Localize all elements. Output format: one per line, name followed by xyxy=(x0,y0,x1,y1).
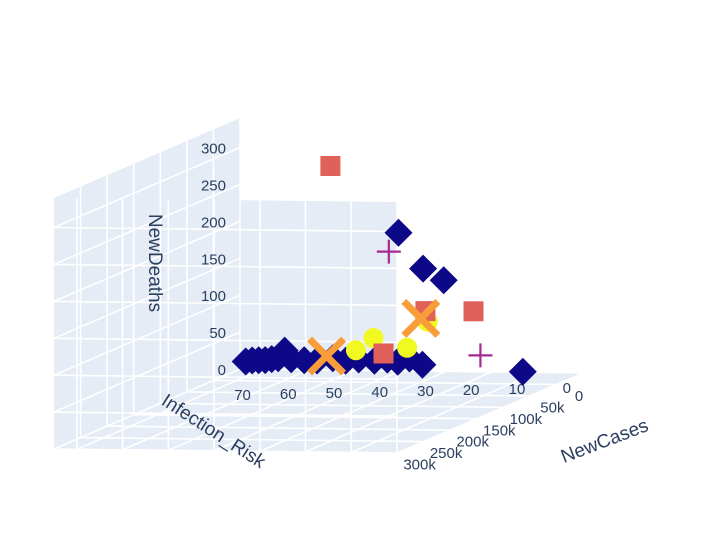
sidewall-gridline-z xyxy=(53,220,241,303)
newdeaths-tick-label: 100 xyxy=(201,288,226,305)
backwall-gridline-z xyxy=(53,411,398,417)
backwall-gridline-z xyxy=(53,263,398,270)
circle-marker[interactable] xyxy=(345,340,366,361)
newcases-tick-label: 250k xyxy=(430,445,463,462)
floor-gridline-y xyxy=(350,371,538,454)
diamond-marker[interactable] xyxy=(429,266,458,295)
newcases-tick-label: 50k xyxy=(540,399,565,416)
newcases-tick-label: 150k xyxy=(483,422,516,439)
newdeaths-tick-label: 50 xyxy=(209,325,226,342)
floor-gridline-x xyxy=(107,425,451,431)
cross-marker[interactable] xyxy=(468,343,493,368)
infection-risk-tick-label: 50 xyxy=(326,385,343,402)
square-marker[interactable] xyxy=(320,156,341,176)
floor-gridline-y xyxy=(76,368,264,451)
newcases-tick-label: 300k xyxy=(403,457,436,474)
backwall-gridline-z xyxy=(53,300,398,307)
circle-marker[interactable] xyxy=(397,337,418,358)
newdeaths-tick-label: 200 xyxy=(201,214,226,231)
scene-grid xyxy=(53,118,584,454)
floor-gridline-y xyxy=(167,369,355,452)
newdeaths-tick-label: 150 xyxy=(201,251,226,268)
newcases-tick-label: 100k xyxy=(510,411,543,428)
infection-risk-tick-label: 0 xyxy=(563,380,571,397)
infection-risk-tick-label: 40 xyxy=(371,384,388,401)
diamond-marker[interactable] xyxy=(231,347,260,376)
backwall-gridline-z xyxy=(53,374,398,380)
newdeaths-tick-label: 300 xyxy=(201,140,226,157)
floor-gridline-y xyxy=(259,370,447,453)
infection-risk-tick-label: 60 xyxy=(280,386,297,403)
floor-gridline-y xyxy=(305,371,492,453)
floor-gridline-x xyxy=(186,391,530,397)
sidewall-gridline-z xyxy=(53,294,241,376)
newcases-tick-label: 200k xyxy=(456,434,489,451)
newdeaths-tick-label: 0 xyxy=(218,362,226,379)
infection-risk-tick-label: 10 xyxy=(509,381,526,398)
sidewall-gridline-z xyxy=(53,146,241,229)
data-markers[interactable] xyxy=(231,156,537,386)
diamond-marker[interactable] xyxy=(408,350,437,379)
floor-gridline-x xyxy=(160,402,504,409)
infection-risk-tick-label: 30 xyxy=(417,383,434,400)
x-marker[interactable] xyxy=(401,298,441,338)
floor-gridline-y xyxy=(122,369,309,451)
sidewall-gridline-z xyxy=(53,257,241,340)
diamond-marker[interactable] xyxy=(384,218,413,247)
newdeaths-tick-label: 250 xyxy=(201,177,226,194)
side-wall-pane xyxy=(54,118,240,449)
backwall-gridline-z xyxy=(53,448,398,454)
floor-gridline-x xyxy=(80,436,424,443)
newdeaths-axis-title: NewDeaths xyxy=(144,214,165,312)
diamond-marker[interactable] xyxy=(508,357,537,386)
circle-marker[interactable] xyxy=(363,328,384,348)
floor-gridline-y xyxy=(396,372,584,454)
square-marker[interactable] xyxy=(463,301,484,322)
newcases-tick-label: 0 xyxy=(575,388,583,405)
sidewall-gridline-z xyxy=(53,368,241,450)
sidewall-gridline-z xyxy=(53,331,241,413)
sidewall-gridline-z xyxy=(53,183,241,266)
floor-gridline-x xyxy=(213,379,557,386)
backwall-gridline-z xyxy=(53,226,398,233)
square-marker[interactable] xyxy=(373,343,394,364)
cross-marker[interactable] xyxy=(376,239,401,264)
diamond-marker[interactable] xyxy=(409,254,438,283)
floor-gridline-y xyxy=(213,370,401,452)
infection-risk-tick-label: 20 xyxy=(463,382,480,399)
x-marker[interactable] xyxy=(307,336,347,376)
infection-risk-tick-label: 70 xyxy=(234,387,251,404)
